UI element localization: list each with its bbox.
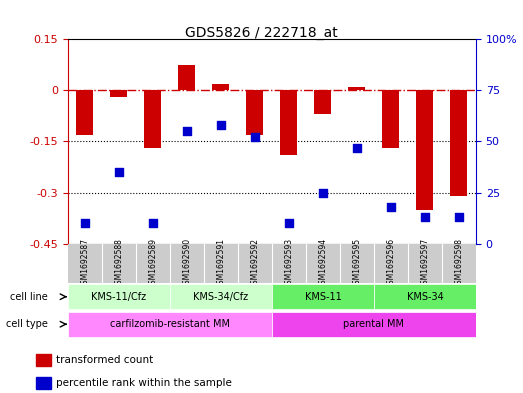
FancyBboxPatch shape xyxy=(374,285,476,309)
Bar xyxy=(110,90,128,97)
Point xyxy=(217,122,225,128)
Bar xyxy=(416,90,434,209)
Text: GSM1692588: GSM1692588 xyxy=(115,238,123,289)
Bar xyxy=(246,90,264,135)
Text: GSM1692595: GSM1692595 xyxy=(353,238,361,289)
Point xyxy=(251,134,259,141)
Text: KMS-34: KMS-34 xyxy=(406,292,444,302)
Bar xyxy=(348,87,366,90)
Point xyxy=(285,220,293,226)
Bar xyxy=(144,90,162,148)
Text: percentile rank within the sample: percentile rank within the sample xyxy=(55,378,232,388)
Point xyxy=(454,214,463,220)
Text: cell type: cell type xyxy=(6,319,48,329)
Text: carfilzomib-resistant MM: carfilzomib-resistant MM xyxy=(110,319,230,329)
Bar xyxy=(382,90,400,148)
Text: GSM1692591: GSM1692591 xyxy=(217,238,225,289)
FancyBboxPatch shape xyxy=(272,285,374,309)
Point xyxy=(183,128,191,134)
Text: GDS5826 / 222718_at: GDS5826 / 222718_at xyxy=(185,26,338,40)
Bar xyxy=(314,90,332,114)
Bar xyxy=(36,354,51,366)
Text: KMS-11: KMS-11 xyxy=(304,292,342,302)
Bar xyxy=(450,90,468,196)
Point xyxy=(81,220,89,226)
Bar xyxy=(212,84,230,90)
Text: GSM1692597: GSM1692597 xyxy=(420,238,429,289)
Text: transformed count: transformed count xyxy=(55,355,153,365)
Text: GSM1692592: GSM1692592 xyxy=(251,238,259,289)
Bar xyxy=(76,90,94,135)
FancyBboxPatch shape xyxy=(68,312,272,336)
Text: GSM1692593: GSM1692593 xyxy=(285,238,293,289)
FancyBboxPatch shape xyxy=(272,312,476,336)
Text: GSM1692590: GSM1692590 xyxy=(183,238,191,289)
Point xyxy=(319,189,327,196)
Text: KMS-11/Cfz: KMS-11/Cfz xyxy=(92,292,146,302)
FancyBboxPatch shape xyxy=(170,285,272,309)
Bar xyxy=(36,376,51,389)
Text: GSM1692594: GSM1692594 xyxy=(319,238,327,289)
Bar xyxy=(280,90,298,155)
Text: GSM1692589: GSM1692589 xyxy=(149,238,157,289)
Text: GSM1692598: GSM1692598 xyxy=(454,238,463,289)
Point xyxy=(386,204,395,210)
Bar xyxy=(178,65,196,90)
Point xyxy=(149,220,157,226)
Text: parental MM: parental MM xyxy=(344,319,404,329)
Point xyxy=(115,169,123,175)
Point xyxy=(353,145,361,151)
Text: GSM1692596: GSM1692596 xyxy=(386,238,395,289)
Text: cell line: cell line xyxy=(10,292,48,302)
Text: KMS-34/Cfz: KMS-34/Cfz xyxy=(194,292,248,302)
Point xyxy=(420,214,429,220)
Text: GSM1692587: GSM1692587 xyxy=(81,238,89,289)
FancyBboxPatch shape xyxy=(68,285,170,309)
